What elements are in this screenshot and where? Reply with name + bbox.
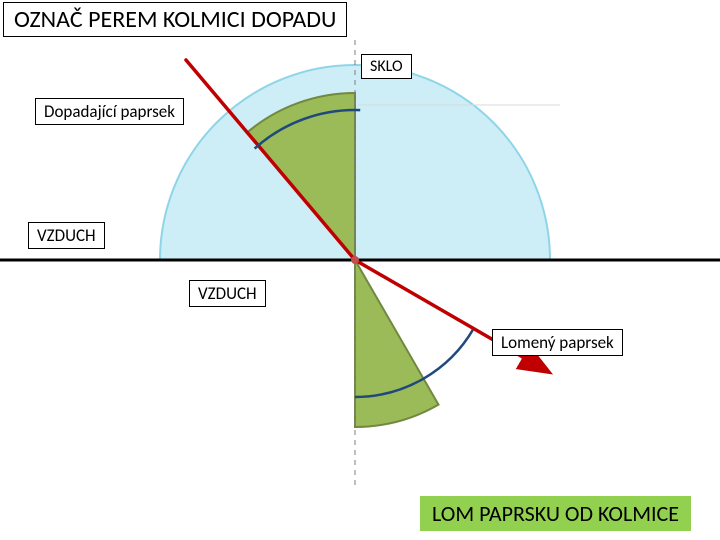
label-air-bottom: VZDUCH: [189, 280, 266, 307]
footer-caption: LOM PAPRSKU OD KOLMICE: [420, 496, 691, 531]
label-air-top: VZDUCH: [28, 222, 105, 249]
page-title: OZNAČ PEREM KOLMICI DOPADU: [3, 2, 347, 37]
label-incident-ray: Dopadající paprsek: [35, 98, 184, 125]
center-dot: [351, 256, 359, 264]
refraction-diagram: [0, 0, 720, 540]
label-sklo: SKLO: [361, 54, 412, 79]
label-refracted-ray: Lomený paprsek: [492, 329, 623, 356]
